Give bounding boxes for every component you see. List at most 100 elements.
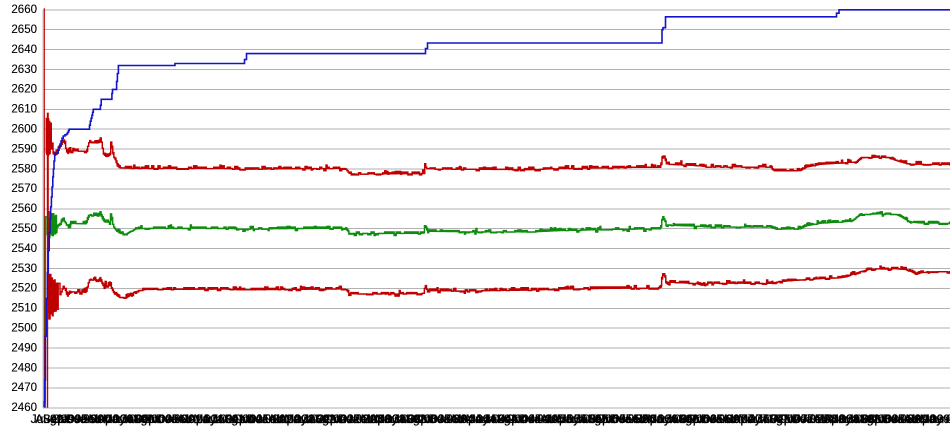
svg-text:2510: 2510 [11,303,37,315]
svg-text:Aug-03: Aug-03 [398,412,437,426]
svg-text:2580: 2580 [11,163,37,175]
svg-text:Mar-02: Mar-02 [270,412,308,426]
svg-text:Nov-99: Nov-99 [58,412,97,426]
svg-text:Aug-00: Aug-00 [126,412,165,426]
svg-text:Aug-01: Aug-01 [217,412,256,426]
svg-text:Apr-01: Apr-01 [188,412,224,426]
svg-text:Feb-08: Feb-08 [807,412,845,426]
svg-text:Jan-04: Jan-04 [437,412,474,426]
svg-text:Jul-05: Jul-05 [575,412,608,426]
svg-text:2480: 2480 [11,362,37,374]
svg-text:Jun-06: Jun-06 [657,412,694,426]
svg-text:Sep-00: Sep-00 [134,412,173,426]
svg-text:Nov-08: Nov-08 [875,412,914,426]
svg-text:Sep-02: Sep-02 [315,412,354,426]
svg-text:Mar-04: Mar-04 [452,412,490,426]
svg-text:May-03: May-03 [375,412,415,426]
svg-text:Nov-00: Nov-00 [149,412,188,426]
svg-text:May-09: May-09 [920,412,950,426]
svg-text:Aug-99: Aug-99 [35,412,74,426]
svg-text:Jan-05: Jan-05 [528,412,565,426]
svg-text:Aug-08: Aug-08 [852,412,891,426]
svg-text:Jul-04: Jul-04 [485,412,518,426]
svg-text:May-02: May-02 [284,412,324,426]
svg-text:Oct-00: Oct-00 [142,412,178,426]
svg-text:May-06: May-06 [647,412,687,426]
svg-text:Jun-00: Jun-00 [112,412,149,426]
svg-text:Feb-01: Feb-01 [172,412,210,426]
svg-text:Jan-01: Jan-01 [165,412,202,426]
svg-text:Nov-07: Nov-07 [784,412,823,426]
svg-text:Oct-01: Oct-01 [233,412,269,426]
svg-text:Mar-09: Mar-09 [905,412,943,426]
svg-text:Apr-06: Apr-06 [642,412,678,426]
svg-text:2630: 2630 [11,64,37,76]
svg-text:Oct-02: Oct-02 [324,412,360,426]
svg-text:Dec-03: Dec-03 [429,412,468,426]
svg-text:2660: 2660 [11,4,37,16]
svg-text:2600: 2600 [11,124,37,136]
svg-text:Jan-07: Jan-07 [710,412,747,426]
svg-text:Dec-05: Dec-05 [610,412,649,426]
svg-text:2550: 2550 [11,223,37,235]
svg-text:2460: 2460 [11,402,37,414]
svg-text:Feb-02: Feb-02 [262,412,300,426]
svg-text:Dec-07: Dec-07 [792,412,831,426]
svg-text:2530: 2530 [11,263,37,275]
svg-text:Aug-05: Aug-05 [580,412,619,426]
svg-text:Dec-04: Dec-04 [519,412,558,426]
svg-text:Jun-08: Jun-08 [838,412,875,426]
svg-text:Feb-05: Feb-05 [535,412,573,426]
svg-text:Apr-00: Apr-00 [97,412,133,426]
svg-text:Sep-04: Sep-04 [497,412,536,426]
svg-text:Sep-01: Sep-01 [224,412,263,426]
svg-text:Jul-03: Jul-03 [394,412,427,426]
svg-text:Dec-08: Dec-08 [882,412,921,426]
svg-text:Feb-07: Feb-07 [716,412,754,426]
svg-text:Jan-00: Jan-00 [74,412,111,426]
svg-text:Mar-00: Mar-00 [88,412,126,426]
svg-text:2620: 2620 [11,84,37,96]
svg-text:Mar-06: Mar-06 [633,412,671,426]
svg-text:Nov-04: Nov-04 [512,412,551,426]
svg-text:Sep-08: Sep-08 [860,412,899,426]
svg-text:Mar-07: Mar-07 [724,412,762,426]
svg-text:Mar-03: Mar-03 [361,412,399,426]
svg-text:Jun-01: Jun-01 [203,412,240,426]
svg-text:Nov-03: Nov-03 [421,412,460,426]
svg-text:2520: 2520 [11,283,37,295]
svg-text:Jun-09: Jun-09 [929,412,950,426]
svg-text:Mar-08: Mar-08 [815,412,853,426]
svg-text:Jul-08: Jul-08 [848,412,881,426]
svg-text:Sep-07: Sep-07 [769,412,808,426]
svg-text:May-08: May-08 [829,412,869,426]
svg-text:May-05: May-05 [557,412,597,426]
svg-text:Jul-01: Jul-01 [212,412,245,426]
svg-text:Oct-06: Oct-06 [687,412,723,426]
svg-text:Jul-06: Jul-06 [666,412,699,426]
svg-text:Apr-03: Apr-03 [369,412,405,426]
svg-text:Apr-02: Apr-02 [279,412,315,426]
svg-text:Apr-08: Apr-08 [823,412,859,426]
svg-text:Mar-05: Mar-05 [542,412,580,426]
svg-text:Jan-06: Jan-06 [619,412,656,426]
svg-text:Nov-02: Nov-02 [330,412,369,426]
svg-text:Jul-07: Jul-07 [757,412,790,426]
svg-text:Dec-99: Dec-99 [65,412,104,426]
svg-text:2560: 2560 [11,203,37,215]
svg-text:2470: 2470 [11,382,37,394]
svg-text:May-07: May-07 [738,412,778,426]
svg-text:Jun-05: Jun-05 [566,412,603,426]
svg-text:Sep-99: Sep-99 [43,412,82,426]
svg-text:May-01: May-01 [193,412,233,426]
svg-text:Oct-03: Oct-03 [415,412,451,426]
svg-text:Nov-06: Nov-06 [693,412,732,426]
svg-text:Apr-05: Apr-05 [551,412,587,426]
svg-text:Aug-04: Aug-04 [489,412,528,426]
svg-text:Feb-00: Feb-00 [81,412,119,426]
svg-text:Apr-04: Apr-04 [460,412,496,426]
svg-text:Nov-05: Nov-05 [603,412,642,426]
svg-text:2540: 2540 [11,243,37,255]
svg-text:Apr-07: Apr-07 [732,412,768,426]
svg-text:Jan-03: Jan-03 [346,412,383,426]
